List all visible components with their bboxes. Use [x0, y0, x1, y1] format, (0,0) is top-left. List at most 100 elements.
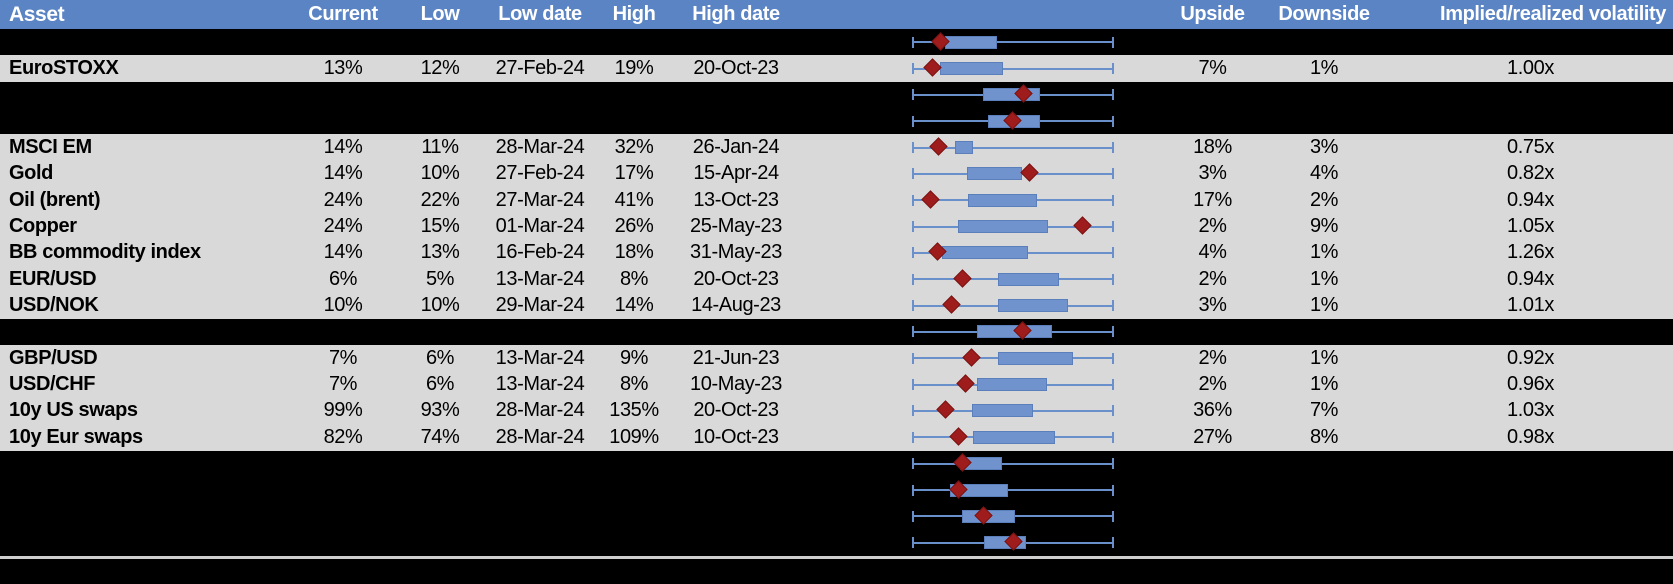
cell-downside: 1%	[1309, 294, 1339, 317]
whisker-line	[913, 67, 1113, 70]
column-header-upside: Upside	[1180, 3, 1245, 25]
cell-high_date	[677, 82, 795, 108]
column-header-asset: Asset	[9, 2, 65, 26]
cell-upside: 2%	[1198, 267, 1227, 290]
cell-low: 10%	[420, 294, 460, 317]
boxplot	[912, 530, 1114, 556]
cell-high_date	[677, 29, 795, 55]
cell-high_date	[677, 530, 795, 556]
whisker-cap-left	[912, 89, 914, 101]
whisker-cap-left	[912, 458, 914, 470]
cell-low: 6%	[425, 346, 455, 369]
cell-upside	[1165, 503, 1260, 529]
range-boxplot-cell	[795, 424, 1165, 450]
boxplot	[912, 345, 1114, 371]
redacted-row	[0, 81, 1673, 109]
whisker-cap-left	[912, 168, 914, 180]
cell-upside: 17%	[1193, 188, 1232, 211]
cell-asset	[0, 503, 295, 529]
table-row: 10y Eur swaps 82% 74% 28-Mar-24 109% 10-Oct-2…	[0, 424, 1673, 451]
cell-asset: EuroSTOXX	[9, 57, 119, 80]
range-boxplot-cell	[795, 161, 1165, 187]
cell-upside	[1165, 108, 1260, 134]
range-box	[998, 299, 1068, 313]
cell-high_date: 25-May-23	[690, 215, 782, 238]
table-row: Oil (brent) 24% 22% 27-Mar-24 41% 13-Oct-23 17…	[0, 187, 1673, 214]
whisker-cap-left	[912, 431, 914, 443]
cell-high_date: 10-May-23	[690, 373, 782, 396]
cell-low: 12%	[420, 57, 460, 80]
cell-downside: 7%	[1309, 399, 1339, 422]
cell-implied	[1388, 29, 1673, 55]
cell-asset	[0, 477, 295, 503]
cell-current: 6%	[328, 267, 358, 290]
cell-low_date	[489, 451, 591, 477]
cell-high	[591, 82, 677, 108]
column-header-implied: Implied/realized volatility	[1440, 3, 1666, 25]
cell-low	[391, 319, 489, 345]
cell-high: 41%	[614, 188, 654, 211]
cell-low_date	[489, 477, 591, 503]
current-diamond-marker-icon	[941, 295, 961, 314]
cell-implied: 0.98x	[1507, 425, 1554, 448]
range-boxplot-cell	[795, 82, 1165, 108]
cell-low_date	[489, 319, 591, 345]
cell-current	[295, 451, 391, 477]
whisker-cap-right	[1112, 326, 1114, 338]
whisker-cap-right	[1112, 168, 1114, 180]
cell-low_date: 28-Mar-24	[495, 425, 585, 448]
whisker-cap-right	[1112, 221, 1114, 233]
cell-high: 8%	[619, 267, 649, 290]
redacted-row	[0, 476, 1673, 504]
range-boxplot-cell	[795, 319, 1165, 345]
column-header-current: Current	[308, 3, 378, 25]
table-row: USD/CHF 7% 6% 13-Mar-24 8% 10-May-23 2% 1% 0.96x	[0, 371, 1673, 398]
cell-low_date: 27-Feb-24	[495, 57, 585, 80]
table-body: EuroSTOXX 13% 12% 27-Feb-24 19% 20-Oct-23 7% 1%…	[0, 29, 1673, 556]
cell-current: 13%	[323, 57, 363, 80]
cell-low: 22%	[420, 188, 460, 211]
table-row: Copper 24% 15% 01-Mar-24 26% 25-May-23 2% 9% 1.0…	[0, 213, 1673, 240]
table-row: Gold 14% 10% 27-Feb-24 17% 15-Apr-24 3% 4% 0.82x	[0, 160, 1673, 188]
cell-upside: 3%	[1198, 162, 1227, 185]
cell-upside: 2%	[1198, 215, 1227, 238]
cell-downside	[1260, 451, 1388, 477]
cell-upside: 4%	[1198, 241, 1227, 264]
range-box	[945, 35, 997, 49]
cell-asset: 10y Eur swaps	[9, 425, 143, 448]
cell-low	[391, 451, 489, 477]
cell-current: 10%	[323, 294, 363, 317]
cell-low: 6%	[425, 373, 455, 396]
column-header-lowdate: Low date	[498, 3, 582, 25]
cell-high_date	[677, 319, 795, 345]
whisker-cap-right	[1112, 247, 1114, 259]
whisker-cap-left	[912, 352, 914, 364]
column-header-high: High	[612, 3, 656, 25]
cell-implied	[1388, 108, 1673, 134]
range-boxplot-cell	[795, 213, 1165, 239]
cell-downside	[1260, 319, 1388, 345]
whisker-cap-right	[1112, 484, 1114, 496]
whisker-cap-left	[912, 537, 914, 549]
current-diamond-marker-icon	[922, 58, 942, 77]
whisker-cap-right	[1112, 379, 1114, 391]
cell-low_date: 01-Mar-24	[495, 215, 585, 238]
whisker-cap-left	[912, 36, 914, 48]
range-box	[977, 378, 1047, 392]
range-box	[983, 88, 1040, 102]
cell-asset	[0, 108, 295, 134]
cell-low: 10%	[420, 162, 460, 185]
cell-implied	[1388, 503, 1673, 529]
cell-asset: USD/NOK	[9, 294, 99, 317]
cell-high: 18%	[614, 241, 654, 264]
range-boxplot-cell	[795, 292, 1165, 318]
range-boxplot-cell	[795, 398, 1165, 424]
range-boxplot-cell	[795, 530, 1165, 556]
whisker-line	[913, 41, 1113, 44]
whisker-cap-right	[1112, 352, 1114, 364]
cell-low: 11%	[421, 136, 459, 159]
cell-asset: GBP/USD	[9, 346, 98, 369]
cell-implied	[1388, 477, 1673, 503]
cell-current	[295, 319, 391, 345]
cell-downside	[1260, 530, 1388, 556]
